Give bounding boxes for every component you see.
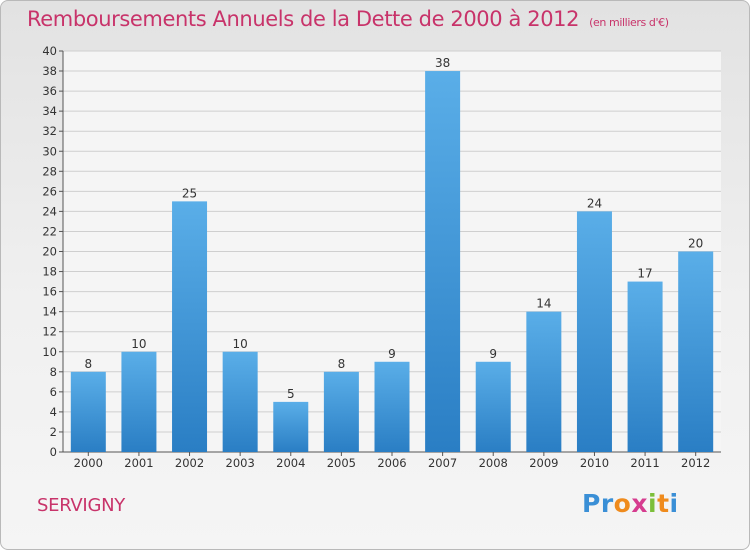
bar-value-label: 24	[587, 196, 602, 210]
bar	[576, 211, 612, 452]
x-tick-label: 2008	[479, 456, 508, 470]
bar	[70, 371, 106, 452]
commune-name: SERVIGNY	[37, 495, 125, 516]
logo-letter: P	[582, 489, 601, 518]
bar	[627, 281, 663, 452]
x-tick-label: 2012	[681, 456, 710, 470]
bar	[425, 71, 461, 453]
y-tick-label: 8	[50, 365, 57, 379]
y-tick-label: 28	[42, 164, 57, 178]
logo-letter: i	[648, 489, 658, 518]
bar-value-label: 14	[536, 297, 551, 311]
bar	[273, 401, 309, 452]
y-tick-label: 30	[42, 144, 57, 158]
bar-value-label: 17	[637, 267, 652, 281]
x-tick-label: 2005	[327, 456, 356, 470]
x-tick-label: 2007	[428, 456, 457, 470]
x-tick-label: 2009	[529, 456, 558, 470]
y-tick-label: 10	[42, 345, 57, 359]
chart-subtitle: (en milliers d'€)	[589, 16, 669, 29]
x-tick-label: 2000	[74, 456, 103, 470]
x-tick-label: 2010	[580, 456, 609, 470]
y-tick-label: 18	[42, 265, 57, 279]
y-tick-label: 22	[42, 224, 57, 238]
logo-letter: x	[631, 489, 648, 518]
y-tick-label: 12	[42, 325, 57, 339]
x-tick-label: 2002	[175, 456, 204, 470]
y-tick-label: 20	[42, 245, 57, 259]
x-tick-label: 2004	[276, 456, 305, 470]
bar	[121, 351, 157, 452]
bar	[526, 311, 562, 452]
x-tick-label: 2011	[630, 456, 659, 470]
y-tick-label: 40	[42, 44, 57, 58]
bar-value-label: 8	[84, 357, 92, 371]
bar-value-label: 8	[338, 357, 346, 371]
logo-letter: t	[657, 489, 670, 518]
bar-value-label: 9	[388, 347, 396, 361]
y-tick-label: 6	[50, 385, 57, 399]
y-tick-label: 2	[50, 425, 57, 439]
y-tick-label: 26	[42, 184, 57, 198]
bar-value-label: 9	[489, 347, 497, 361]
bar	[678, 251, 714, 452]
bar-value-label: 20	[688, 237, 703, 251]
logo-letter: r	[600, 489, 614, 518]
x-tick-label: 2006	[377, 456, 406, 470]
y-tick-label: 0	[50, 445, 57, 459]
y-tick-label: 4	[50, 405, 57, 419]
y-tick-label: 32	[42, 124, 57, 138]
y-tick-label: 38	[42, 64, 57, 78]
y-tick-label: 36	[42, 84, 57, 98]
bar	[222, 351, 258, 452]
bar-value-label: 10	[131, 337, 146, 351]
y-tick-label: 16	[42, 285, 57, 299]
bar	[374, 361, 410, 452]
bar-value-label: 25	[182, 186, 197, 200]
bar-value-label: 10	[233, 337, 248, 351]
y-tick-label: 34	[42, 104, 57, 118]
bar	[475, 361, 511, 452]
y-tick-label: 14	[42, 305, 57, 319]
x-tick-label: 2003	[226, 456, 255, 470]
proxiti-logo: Proxiti	[582, 489, 679, 519]
x-tick-label: 2001	[124, 456, 153, 470]
logo-letter: i	[669, 489, 679, 518]
chart-title: Remboursements Annuels de la Dette de 20…	[27, 7, 669, 31]
bar-value-label: 38	[435, 56, 450, 70]
bar	[172, 201, 208, 452]
bar-value-label: 5	[287, 387, 295, 401]
y-tick-label: 24	[42, 204, 57, 218]
logo-letter: o	[613, 489, 632, 518]
bar	[323, 371, 359, 452]
title-text: Remboursements Annuels de la Dette de 20…	[27, 7, 580, 31]
